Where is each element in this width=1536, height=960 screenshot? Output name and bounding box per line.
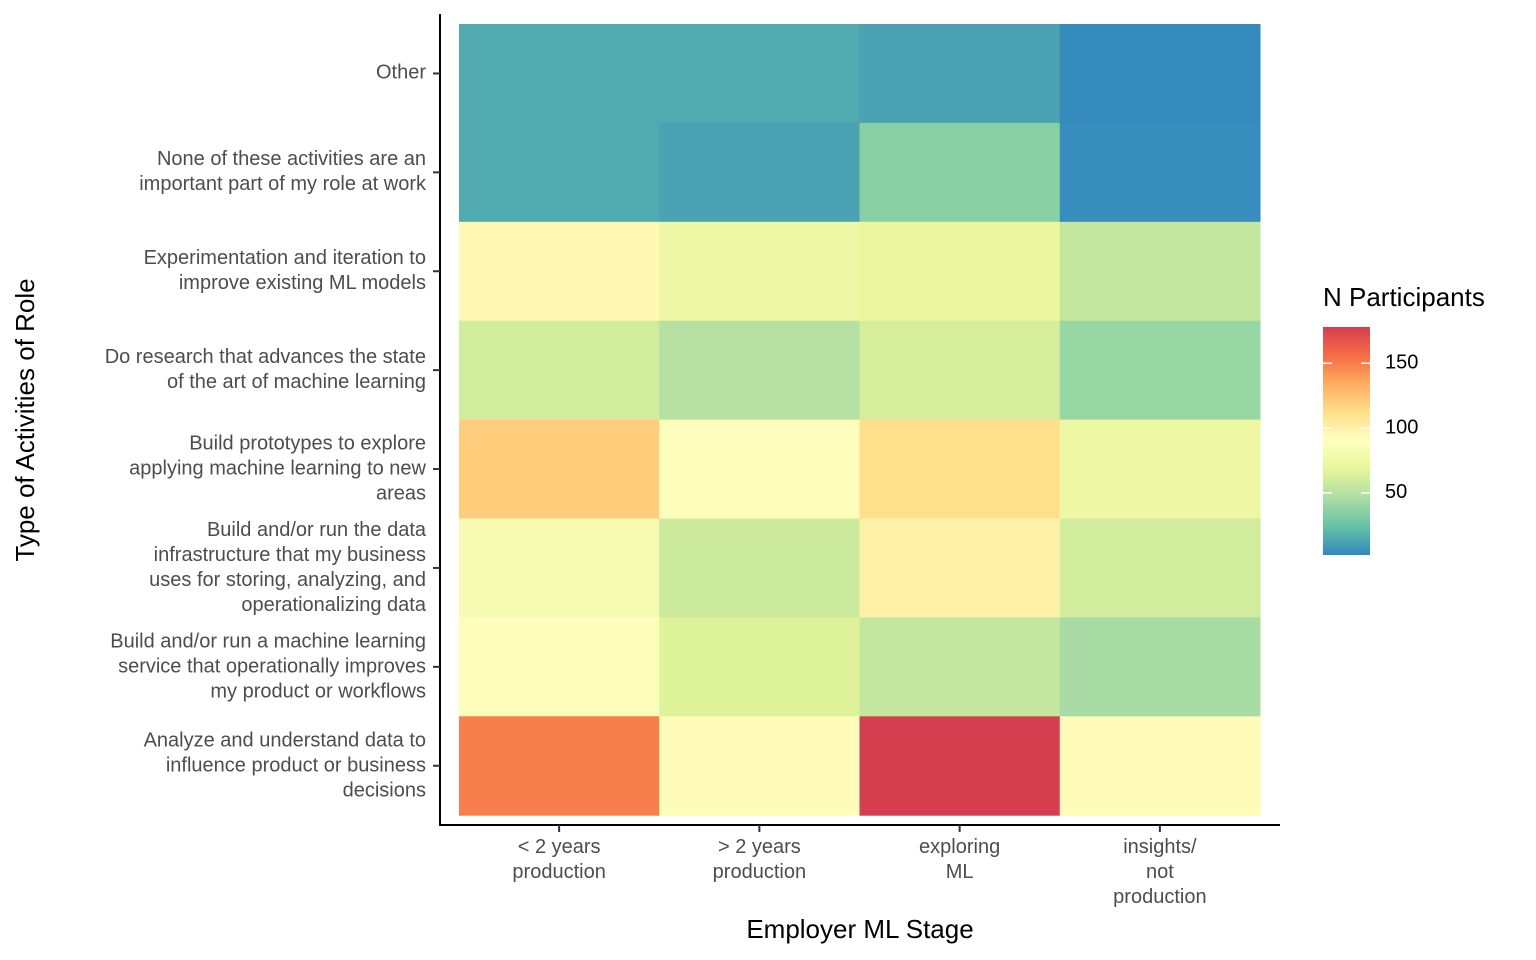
heat-cell — [859, 518, 1061, 618]
heat-cell — [859, 24, 1061, 124]
heat-cell — [659, 221, 860, 322]
colorbar-tick-label: 50 — [1385, 481, 1407, 503]
heat-cell — [1059, 716, 1261, 816]
y-tick-label: Build and/or run a machine learning serv… — [110, 630, 426, 703]
heat-cell — [859, 716, 1061, 816]
heat-cell — [859, 320, 1061, 421]
heat-cell — [1059, 617, 1261, 717]
colorbar — [1323, 327, 1370, 555]
y-tick-label: None of these activities are an importan… — [139, 148, 426, 196]
heat-cell — [459, 122, 660, 223]
heat-cell — [459, 320, 660, 421]
heat-cell — [1059, 419, 1261, 519]
x-tick-label: exploring ML — [919, 836, 1001, 883]
heat-cell — [659, 518, 860, 618]
y-tick-label: Other — [375, 61, 426, 84]
heat-cell — [1059, 122, 1261, 223]
x-tick-label: < 2 years production — [512, 836, 606, 883]
heat-cell — [1059, 24, 1261, 124]
colorbar-tick-label: 150 — [1385, 352, 1418, 374]
y-axis-title: Type of Activities of Role — [10, 278, 40, 561]
heat-cell — [459, 221, 660, 322]
heat-cell — [459, 716, 660, 816]
heat-cell — [659, 24, 860, 124]
heat-cell — [859, 419, 1061, 519]
heat-cell — [659, 716, 860, 816]
heat-cell — [1059, 221, 1261, 322]
heat-cell — [859, 122, 1061, 223]
y-tick-label: Experimentation and iteration to improve… — [143, 247, 426, 295]
x-tick-label: insights/ not production — [1113, 836, 1207, 908]
heat-cell — [459, 419, 660, 519]
x-tick-label: > 2 years production — [712, 836, 807, 883]
heat-cell — [1059, 518, 1261, 618]
x-axis-title: Employer ML Stage — [746, 914, 973, 944]
y-tick-label: Build and/or run the data infrastructure… — [149, 518, 426, 616]
heat-cell — [459, 518, 660, 618]
y-tick-label: Analyze and understand data to influence… — [143, 729, 426, 802]
heat-cell — [459, 24, 660, 124]
heat-cell — [659, 617, 860, 717]
heat-cell — [659, 122, 860, 223]
heat-cell — [459, 617, 660, 717]
heat-cell — [859, 617, 1061, 717]
heat-cell — [1059, 320, 1261, 421]
legend-title: N Participants — [1323, 282, 1485, 312]
heat-cell — [659, 419, 860, 519]
y-tick-label: Build prototypes to explore applying mac… — [129, 432, 426, 505]
colorbar-tick-label: 100 — [1385, 416, 1418, 438]
heat-cell — [659, 320, 860, 421]
heat-cell — [859, 221, 1061, 322]
y-tick-label: Do research that advances the state of t… — [104, 346, 426, 394]
